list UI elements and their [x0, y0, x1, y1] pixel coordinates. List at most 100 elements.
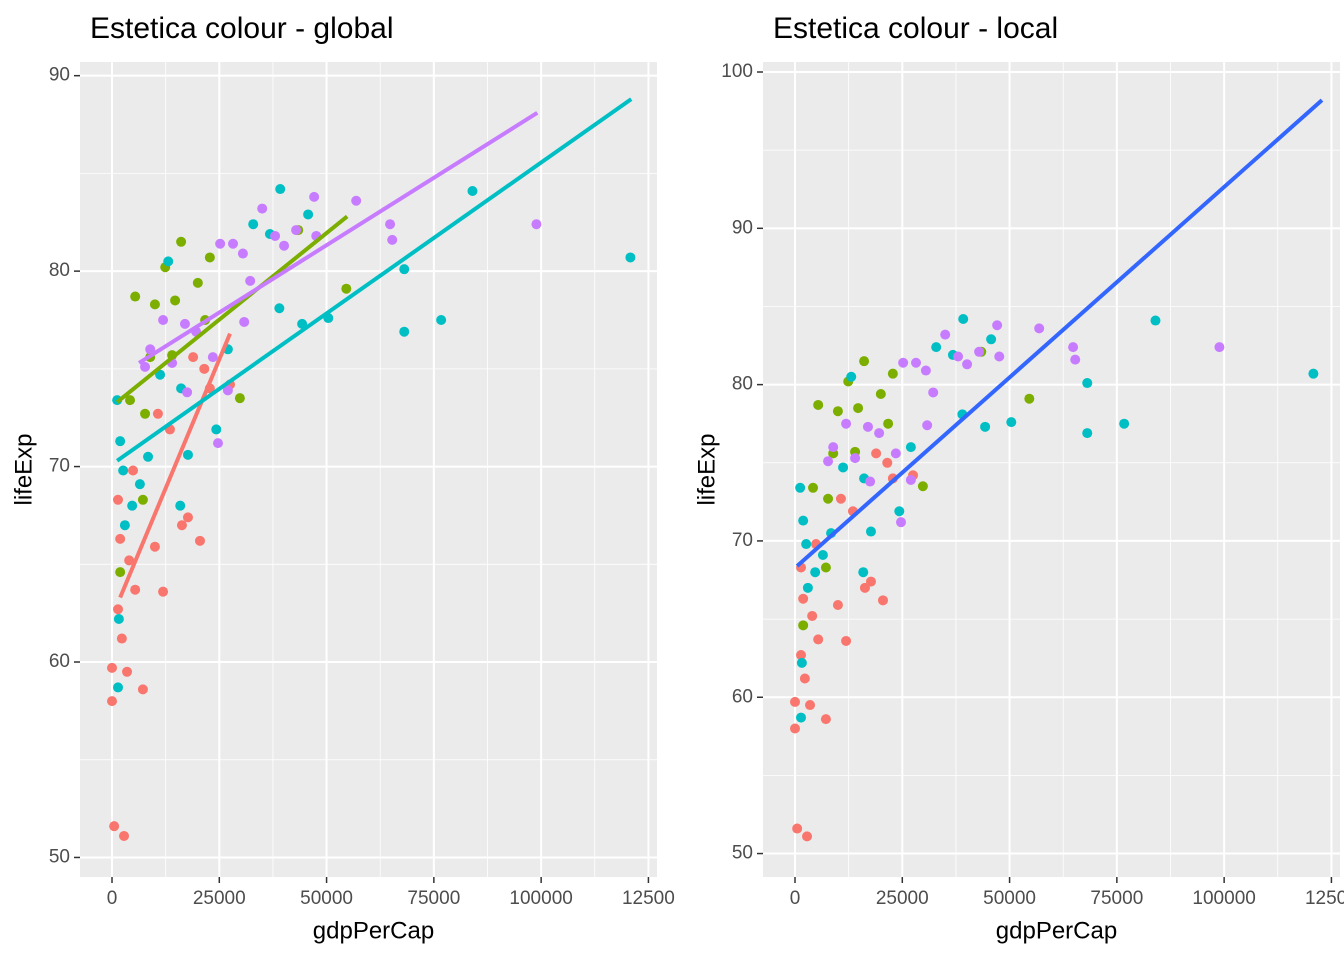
x-axis-label: gdpPerCap: [996, 917, 1117, 944]
point: [188, 352, 199, 363]
point: [115, 567, 126, 578]
y-axis-label: lifeExp: [10, 433, 37, 505]
point: [297, 318, 308, 329]
point: [215, 238, 226, 249]
y-tick-label: 60: [49, 651, 70, 672]
point: [248, 219, 259, 230]
point: [974, 346, 985, 357]
point: [207, 352, 218, 363]
point: [107, 696, 118, 707]
point: [279, 240, 290, 251]
point: [898, 357, 909, 368]
fit-line: [116, 97, 633, 463]
point: [859, 356, 870, 367]
point: [113, 604, 124, 615]
plot-area: [80, 62, 657, 877]
point: [351, 195, 362, 206]
point: [1082, 428, 1093, 439]
point: [846, 371, 857, 382]
point: [1308, 368, 1319, 379]
y-tick-label: 80: [732, 374, 753, 395]
point: [399, 264, 410, 275]
point: [275, 184, 286, 195]
point: [796, 712, 807, 723]
point: [922, 420, 933, 431]
plot-background: [80, 62, 657, 877]
fit-line: [118, 332, 232, 599]
plot-background: [763, 62, 1340, 877]
point: [399, 326, 410, 337]
point: [237, 248, 248, 259]
point: [625, 252, 636, 263]
point: [222, 385, 233, 396]
point: [920, 365, 931, 376]
point: [341, 283, 352, 294]
fit-line: [137, 111, 539, 365]
point: [796, 657, 807, 668]
point: [176, 236, 187, 247]
point: [865, 576, 876, 587]
point: [204, 252, 215, 263]
point: [832, 600, 843, 611]
point: [953, 351, 964, 362]
point: [239, 316, 250, 327]
point: [850, 453, 861, 464]
point: [113, 682, 124, 693]
point: [234, 393, 245, 404]
point: [143, 451, 154, 462]
point: [853, 403, 864, 414]
point: [1034, 323, 1045, 334]
y-tick-label: 80: [49, 260, 70, 281]
point: [179, 318, 190, 329]
point: [790, 696, 801, 707]
point: [107, 662, 118, 673]
point: [931, 342, 942, 353]
y-tick-label: 60: [732, 686, 753, 707]
point: [911, 357, 922, 368]
point: [887, 368, 898, 379]
point: [158, 586, 169, 597]
point: [813, 634, 824, 645]
point: [917, 481, 928, 492]
x-tick-label: 12500: [1305, 888, 1344, 909]
plot-area: [763, 62, 1340, 877]
point: [994, 351, 1005, 362]
point: [820, 714, 831, 725]
point: [213, 438, 224, 449]
point: [862, 421, 873, 432]
point: [128, 465, 139, 476]
point: [958, 313, 969, 324]
point: [796, 650, 807, 661]
point: [274, 303, 285, 314]
point: [986, 334, 997, 345]
point: [805, 700, 816, 711]
point: [858, 567, 869, 578]
point: [192, 277, 203, 288]
point: [245, 275, 256, 286]
y-tick-label: 50: [49, 846, 70, 867]
point: [894, 506, 905, 517]
point: [835, 493, 846, 504]
point: [113, 614, 124, 625]
point: [140, 408, 151, 419]
point: [1082, 378, 1093, 389]
point: [928, 387, 939, 398]
point: [303, 209, 314, 220]
point: [813, 399, 824, 410]
point: [125, 395, 136, 406]
point: [798, 515, 809, 526]
point: [257, 203, 268, 214]
y-tick-label: 100: [721, 61, 753, 82]
point: [199, 363, 210, 374]
point: [820, 562, 831, 573]
point: [841, 418, 852, 429]
point: [795, 482, 806, 493]
point: [228, 238, 239, 249]
point: [155, 369, 166, 380]
point: [270, 230, 281, 241]
point: [149, 541, 160, 552]
point: [118, 465, 129, 476]
point: [865, 476, 876, 487]
y-tick-label: 70: [49, 456, 70, 477]
